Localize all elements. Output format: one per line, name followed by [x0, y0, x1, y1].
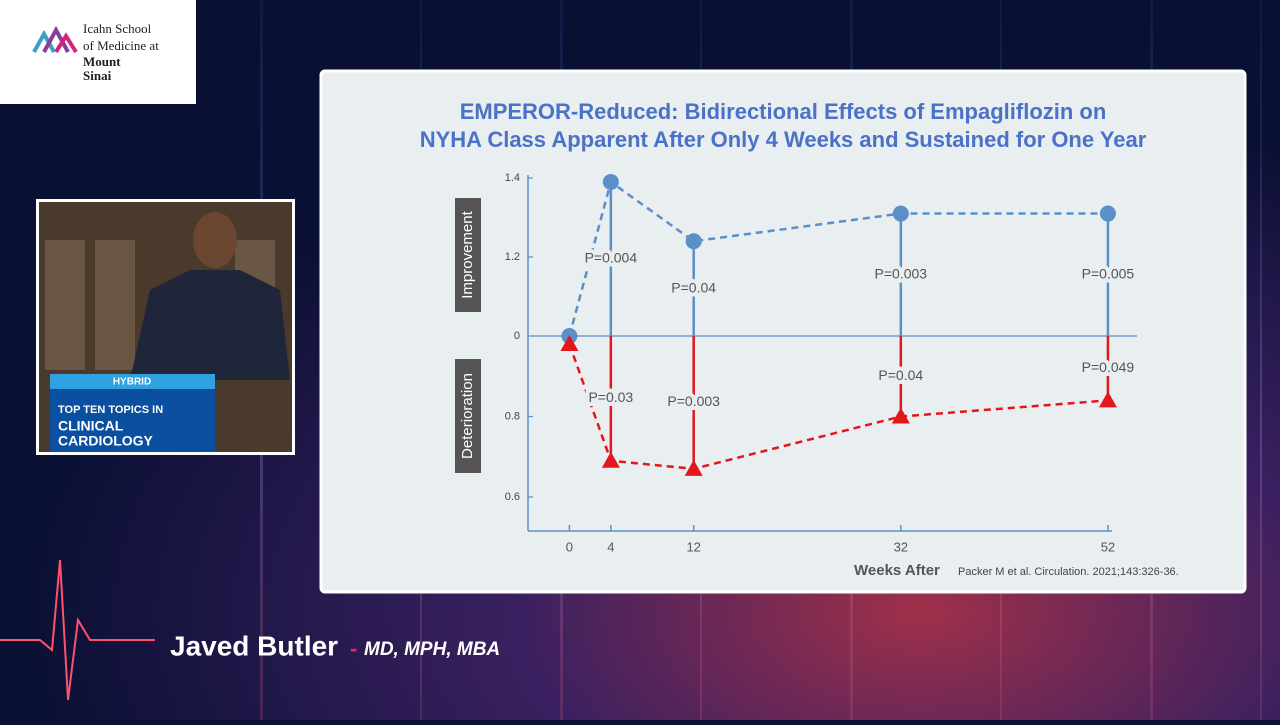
- y-axis-label: Deterioration: [459, 373, 476, 459]
- p-value-label: P=0.04: [878, 367, 923, 383]
- source-note: Packer M et al. Circulation. 2021;143:32…: [958, 566, 1179, 578]
- x-tick-label: 0: [566, 539, 573, 554]
- y-label-box: [455, 198, 481, 312]
- logo-mark: [32, 25, 78, 54]
- y-label-box: [455, 359, 481, 473]
- x-tick-label: 52: [1101, 539, 1115, 554]
- y-tick-label: 1.2: [505, 251, 520, 263]
- p-value-label: P=0.004: [585, 250, 638, 266]
- chart-title: NYHA Class Apparent After Only 4 Weeks a…: [420, 127, 1147, 152]
- y-tick-label: 0.8: [505, 410, 520, 422]
- point: [1099, 205, 1116, 222]
- x-axis-label: Weeks After: [854, 562, 940, 579]
- x-tick-label: 32: [894, 539, 908, 554]
- y-tick-label: 0: [514, 330, 520, 342]
- speaker-separator: -: [350, 636, 357, 661]
- point: [685, 233, 702, 250]
- chart-title: EMPEROR-Reduced: Bidirectional Effects o…: [460, 99, 1107, 124]
- speaker-name: Javed Butler: [170, 630, 338, 661]
- logo-text: Sinai: [83, 68, 112, 83]
- point: [560, 335, 579, 352]
- p-value-label: P=0.003: [875, 265, 928, 281]
- logo-text: of Medicine at: [83, 38, 159, 53]
- logo-text: Mount: [83, 54, 121, 69]
- speaker-head: [193, 212, 237, 268]
- slide: [319, 69, 1247, 594]
- p-value-label: P=0.04: [671, 279, 716, 295]
- point: [684, 459, 703, 476]
- p-value-label: P=0.049: [1082, 359, 1135, 375]
- speaker-credentials: MD, MPH, MBA: [364, 639, 500, 660]
- logo-text: Icahn School: [83, 21, 152, 36]
- p-value-label: P=0.03: [588, 389, 633, 405]
- point: [1098, 391, 1117, 408]
- badge-text: HYBRID: [113, 377, 151, 388]
- banner-text: CARDIOLOGY: [58, 433, 154, 449]
- point: [891, 407, 910, 424]
- x-tick-label: 4: [607, 539, 614, 554]
- point: [892, 205, 909, 222]
- y-tick-label: 1.4: [505, 172, 520, 184]
- banner-text: CLINICAL: [58, 418, 124, 434]
- point: [602, 173, 619, 190]
- badge-bar: [50, 374, 215, 389]
- banner-text: TOP TEN TOPICS IN: [58, 404, 163, 416]
- ecg-line: [0, 559, 155, 701]
- speaker-body: [130, 270, 290, 380]
- logo-box: [0, 0, 196, 104]
- p-value-label: P=0.003: [667, 393, 720, 409]
- y-tick-label: 0.6: [505, 491, 520, 503]
- p-value-label: P=0.005: [1082, 265, 1135, 281]
- point: [601, 451, 620, 468]
- y-axis-label: Improvement: [459, 210, 476, 298]
- x-tick-label: 12: [686, 539, 700, 554]
